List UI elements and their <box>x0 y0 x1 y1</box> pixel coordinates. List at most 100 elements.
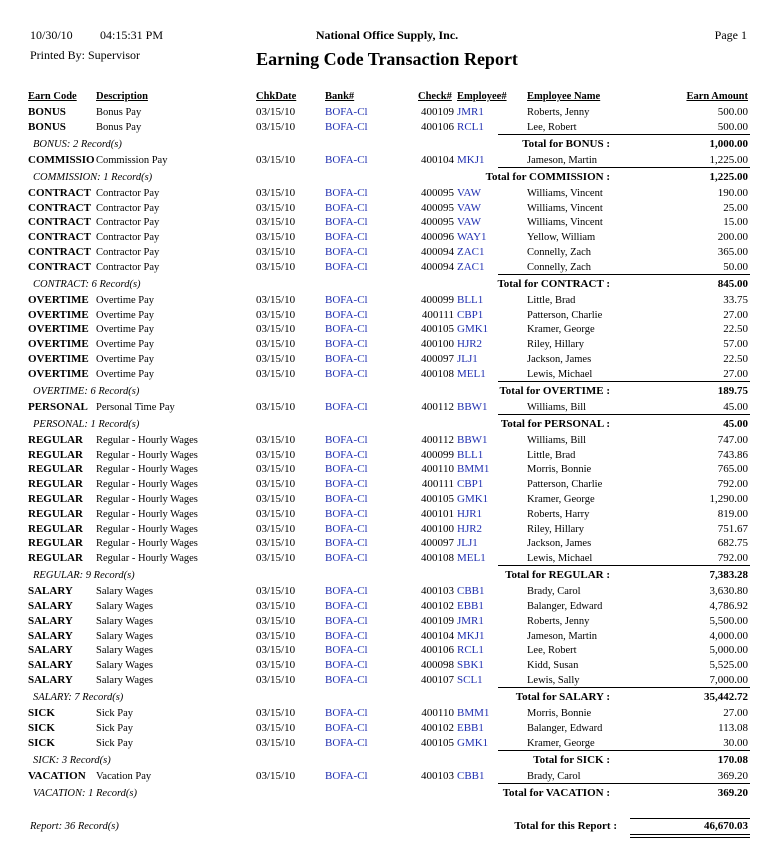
bank: BOFA-Cl <box>325 769 368 782</box>
employee-name: Little, Brad <box>527 449 576 461</box>
earn-amount: 365.00 <box>717 246 748 258</box>
earn-code: BONUS <box>28 120 66 133</box>
report-count: Report: 36 Record(s) <box>30 821 119 832</box>
earn-amount: 765.00 <box>717 463 748 476</box>
employee-number: WAY1 <box>457 231 487 244</box>
description: Salary Wages <box>96 675 153 686</box>
earn-code: CONTRACT <box>28 231 91 244</box>
bank: BOFA-Cl <box>325 106 368 118</box>
report-rule-top <box>630 818 750 819</box>
bank: BOFA-Cl <box>325 201 368 214</box>
employee-number: HJR2 <box>457 522 483 535</box>
employee-number: JLJ1 <box>457 353 478 365</box>
check-date: 03/15/10 <box>256 260 296 273</box>
check-number: 400111 <box>421 478 454 491</box>
employee-number: BLL1 <box>457 448 484 461</box>
earn-code: SICK <box>28 736 55 749</box>
description: Regular - Hourly Wages <box>96 449 198 461</box>
check-number: 400104 <box>421 629 454 642</box>
check-number: 400110 <box>421 463 454 476</box>
earn-code: REGULAR <box>28 552 84 565</box>
employee-number: RCL1 <box>457 120 484 133</box>
employee-number: CBB1 <box>457 585 485 598</box>
check-date: 03/15/10 <box>256 433 296 446</box>
earn-code: OVERTIME <box>28 367 89 380</box>
description: Salary Wages <box>96 660 153 672</box>
description: Regular - Hourly Wages <box>96 523 198 535</box>
print-date: 10/30/10 <box>30 28 73 42</box>
employee-name: Jackson, James <box>527 354 592 365</box>
check-date: 03/15/10 <box>256 707 296 719</box>
check-date: 03/15/10 <box>256 659 296 672</box>
check-date: 03/15/10 <box>256 614 296 627</box>
check-number: 400095 <box>421 201 454 214</box>
check-date: 03/15/10 <box>256 674 296 686</box>
bank: BOFA-Cl <box>325 323 368 336</box>
employee-name: Balanger, Edward <box>527 722 603 734</box>
earn-code: SALARY <box>28 674 73 686</box>
employee-number: GMK1 <box>457 323 489 336</box>
description: Contractor Pay <box>96 202 160 214</box>
earn-amount: 792.00 <box>717 478 748 491</box>
bank: BOFA-Cl <box>325 585 368 598</box>
check-date: 03/15/10 <box>256 493 296 505</box>
group-total: 1,000.00 <box>709 137 749 150</box>
column-header: Employee Name <box>527 91 601 102</box>
bank: BOFA-Cl <box>325 231 368 244</box>
check-number: 400106 <box>421 120 454 133</box>
check-number: 400103 <box>421 585 454 598</box>
group-count: SALARY: 7 Record(s) <box>33 692 124 703</box>
employee-name: Williams, Vincent <box>527 217 603 229</box>
check-date: 03/15/10 <box>256 367 296 380</box>
check-date: 03/15/10 <box>256 736 296 749</box>
group-count: VACATION: 1 Record(s) <box>33 787 138 799</box>
bank: BOFA-Cl <box>325 707 368 719</box>
description: Contractor Pay <box>96 187 160 199</box>
check-number: 400098 <box>421 659 454 672</box>
check-date: 03/15/10 <box>256 216 296 229</box>
earn-code: CONTRACT <box>28 186 91 199</box>
description: Regular - Hourly Wages <box>96 538 198 550</box>
company-name: National Office Supply, Inc. <box>315 28 459 42</box>
employee-number: RCL1 <box>457 644 484 657</box>
group-total-label: Total for COMMISSION : <box>485 170 610 183</box>
bank: BOFA-Cl <box>325 736 368 749</box>
description: Regular - Hourly Wages <box>96 434 198 446</box>
employee-number: CBP1 <box>457 478 484 491</box>
print-time: 04:15:31 PM <box>100 28 164 42</box>
group-total-label: Total for OVERTIME : <box>499 384 610 397</box>
bank: BOFA-Cl <box>325 216 368 229</box>
bank: BOFA-Cl <box>325 614 368 627</box>
group-total: 1,225.00 <box>709 170 749 183</box>
description: Contractor Pay <box>96 232 160 244</box>
employee-name: Riley, Hillary <box>527 523 585 535</box>
group-count: BONUS: 2 Record(s) <box>33 138 122 150</box>
description: Sick Pay <box>96 722 134 734</box>
earn-code: COMMISSION <box>28 153 94 166</box>
earn-code: REGULAR <box>28 537 84 550</box>
description: Contractor Pay <box>96 247 160 258</box>
check-date: 03/15/10 <box>256 552 296 565</box>
employee-name: Brady, Carol <box>527 586 581 598</box>
total-rule <box>498 166 750 168</box>
employee-name: Morris, Bonnie <box>527 464 592 476</box>
check-date: 03/15/10 <box>256 448 296 461</box>
earn-amount: 4,000.00 <box>709 629 749 642</box>
check-number: 400105 <box>421 736 454 749</box>
employee-number: JMR1 <box>457 614 484 627</box>
employee-name: Kramer, George <box>527 737 595 749</box>
check-date: 03/15/10 <box>256 478 296 491</box>
earn-amount: 500.00 <box>717 120 748 133</box>
bank: BOFA-Cl <box>325 367 368 380</box>
group-count: PERSONAL: 1 Record(s) <box>33 418 140 430</box>
earn-amount: 751.67 <box>717 522 748 535</box>
employee-name: Williams, Bill <box>527 434 587 446</box>
earn-code: SICK <box>28 721 55 734</box>
group-total-label: Total for PERSONAL : <box>500 417 610 430</box>
group-total-label: Total for REGULAR : <box>505 569 610 582</box>
employee-name: Kramer, George <box>527 494 595 505</box>
check-date: 03/15/10 <box>256 106 296 118</box>
bank: BOFA-Cl <box>325 120 368 133</box>
employee-number: MEL1 <box>457 552 486 565</box>
earn-amount: 190.00 <box>717 186 748 199</box>
